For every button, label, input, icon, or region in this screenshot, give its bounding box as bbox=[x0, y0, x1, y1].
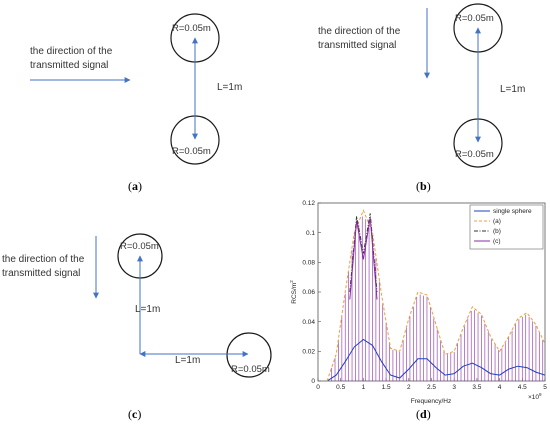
series-line-3 bbox=[349, 217, 378, 300]
panel-c-direction-line2: transmitted signal bbox=[2, 268, 80, 279]
chart-x-multiplier: ×109 bbox=[528, 392, 542, 401]
panel-b-distance: L=1m bbox=[500, 84, 525, 95]
panel-c-right-radius: R=0.05m bbox=[231, 364, 270, 375]
y-tick-label: 0.08 bbox=[302, 260, 315, 267]
panel-c: the direction of the transmitted signal … bbox=[2, 233, 272, 421]
x-tick-label: 2.5 bbox=[427, 384, 436, 391]
chart-y-ticks: 0 0.02 0.04 0.06 0.08 0.1 0.12 bbox=[302, 200, 321, 385]
legend-entry: single sphere bbox=[493, 208, 532, 215]
legend-entry: (c) bbox=[493, 238, 501, 245]
x-tick-label: 1.5 bbox=[382, 384, 391, 391]
y-tick-label: 0.02 bbox=[302, 349, 315, 356]
x-tick-label: 0 bbox=[316, 384, 320, 391]
x-tick-label: 0.5 bbox=[336, 384, 345, 391]
legend-entry: (a) bbox=[493, 218, 501, 225]
panel-a-direction-line1: the direction of the bbox=[30, 46, 113, 57]
series-line-0 bbox=[326, 338, 545, 381]
panel-a-direction-line2: transmitted signal bbox=[30, 60, 108, 71]
series-line-1 bbox=[326, 209, 545, 381]
panel-a-distance: L=1m bbox=[217, 82, 242, 93]
panel-b-top-radius: R=0.05m bbox=[455, 13, 494, 24]
panel-c-direction-line1: the direction of the bbox=[2, 254, 85, 265]
panel-b: the direction of the transmitted signal … bbox=[318, 3, 525, 193]
x-tick-label: 1 bbox=[362, 384, 366, 391]
panel-a-bottom-radius: R=0.05m bbox=[172, 146, 211, 157]
panel-d: 0 0.02 0.04 0.06 0.08 0.1 0.12 0 0.5 1 1.5 2 2.5 3 3.… bbox=[289, 200, 547, 421]
panel-b-caption: (b) bbox=[416, 179, 431, 193]
x-tick-label: 3 bbox=[452, 384, 456, 391]
chart-legend: single sphere (a) (b) (c) bbox=[469, 204, 544, 250]
y-tick-label: 0.12 bbox=[302, 200, 315, 207]
y-tick-label: 0 bbox=[311, 378, 315, 385]
panel-c-top-radius: R=0.05m bbox=[120, 241, 159, 252]
legend-box bbox=[469, 204, 544, 250]
panel-d-caption: (d) bbox=[416, 407, 431, 421]
chart-fringe-lines bbox=[331, 216, 544, 381]
panel-c-horizontal-distance: L=1m bbox=[175, 355, 200, 366]
panel-a-caption: (a) bbox=[128, 179, 142, 193]
panel-b-bottom-radius: R=0.05m bbox=[455, 149, 494, 160]
panel-c-caption: (c) bbox=[128, 407, 141, 421]
legend-entry: (b) bbox=[493, 228, 501, 235]
panel-a-top-radius: R=0.05m bbox=[172, 23, 211, 34]
chart-series bbox=[326, 209, 545, 381]
chart-x-ticks: 0 0.5 1 1.5 2 2.5 3 3.5 4 4.5 5 bbox=[316, 378, 547, 391]
x-tick-label: 5 bbox=[543, 384, 547, 391]
chart-x-label: Frequency/Hz bbox=[411, 398, 451, 405]
y-tick-label: 0.1 bbox=[306, 230, 315, 237]
x-tick-label: 3.5 bbox=[472, 384, 481, 391]
panel-b-direction-line1: the direction of the bbox=[318, 26, 401, 37]
chart-y-label: RCS/m2 bbox=[289, 280, 298, 304]
panel-a: the direction of the transmitted signal … bbox=[30, 13, 242, 193]
x-tick-label: 2 bbox=[407, 384, 411, 391]
y-tick-label: 0.04 bbox=[302, 319, 315, 326]
panel-b-direction-line2: transmitted signal bbox=[318, 40, 396, 51]
x-tick-label: 4 bbox=[498, 384, 502, 391]
panel-c-vertical-distance: L=1m bbox=[135, 304, 160, 315]
y-tick-label: 0.06 bbox=[302, 289, 315, 296]
x-tick-label: 4.5 bbox=[518, 384, 527, 391]
